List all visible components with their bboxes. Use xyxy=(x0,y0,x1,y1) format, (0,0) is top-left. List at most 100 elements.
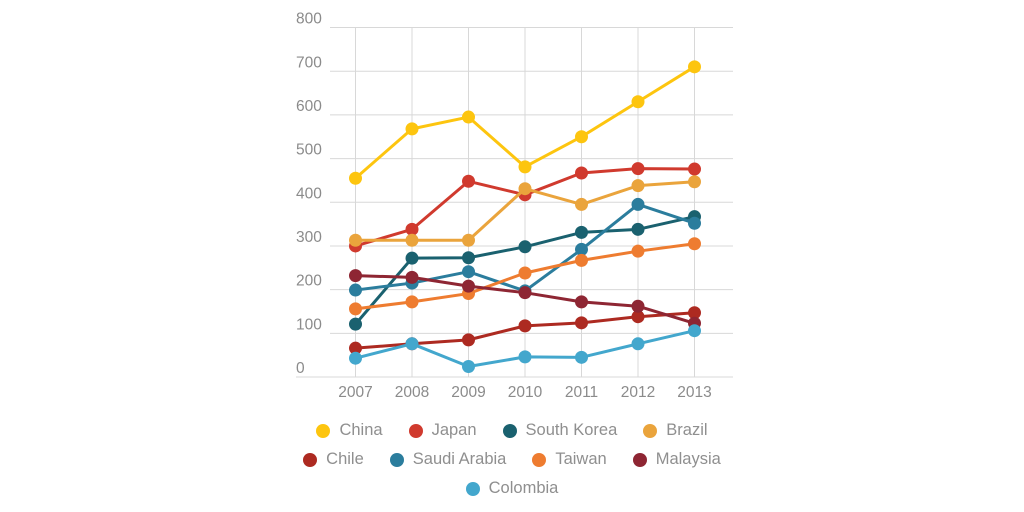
legend-label: Colombia xyxy=(488,479,559,497)
data-point-south-korea-2008[interactable] xyxy=(405,251,419,265)
legend-label: Chile xyxy=(326,450,364,468)
legend-item-south-korea[interactable]: South Korea xyxy=(502,420,618,441)
data-point-brazil-2011[interactable] xyxy=(575,197,588,211)
legend-marker-colombia xyxy=(465,481,480,496)
data-point-south-korea-2012[interactable] xyxy=(631,222,645,236)
data-point-chile-2009[interactable] xyxy=(462,333,475,347)
legend-label: Saudi Arabia xyxy=(412,450,507,468)
legend-row: China Japan South Korea Brazil xyxy=(316,420,708,441)
legend-label: Taiwan xyxy=(555,450,607,468)
data-point-china-2007[interactable] xyxy=(349,171,362,185)
data-point-saudi-arabia-2012[interactable] xyxy=(631,197,645,211)
legend-marker-brazil xyxy=(643,423,658,438)
data-point-brazil-2012[interactable] xyxy=(631,179,645,193)
data-point-saudi-arabia-2007[interactable] xyxy=(349,283,362,297)
data-point-japan-2012[interactable] xyxy=(631,162,645,176)
legend-marker-japan xyxy=(408,423,423,438)
y-axis-tick-label: 100 xyxy=(296,316,322,333)
data-point-south-korea-2011[interactable] xyxy=(575,225,588,239)
data-point-japan-2008[interactable] xyxy=(405,222,419,236)
data-point-brazil-2008[interactable] xyxy=(405,233,419,247)
y-axis-tick-label: 0 xyxy=(296,360,305,377)
data-point-brazil-2007[interactable] xyxy=(349,233,362,247)
x-axis-tick-label: 2010 xyxy=(508,384,543,401)
data-point-taiwan-2011[interactable] xyxy=(575,253,588,267)
series-china xyxy=(349,60,701,185)
data-point-saudi-arabia-2013[interactable] xyxy=(688,216,701,230)
legend-label: Japan xyxy=(431,421,477,439)
data-point-colombia-2012[interactable] xyxy=(631,337,645,351)
data-point-china-2008[interactable] xyxy=(405,122,419,136)
legend-marker-taiwan xyxy=(532,452,547,467)
data-point-malaysia-2010[interactable] xyxy=(518,286,532,300)
data-point-japan-2013[interactable] xyxy=(688,162,701,176)
x-axis-tick-label: 2008 xyxy=(395,384,429,401)
series-brazil xyxy=(349,175,701,247)
legend-marker-chile xyxy=(303,452,318,467)
data-point-chile-2013[interactable] xyxy=(688,306,701,320)
x-axis-tick-label: 2013 xyxy=(677,384,711,401)
data-point-chile-2012[interactable] xyxy=(631,310,645,324)
data-point-china-2012[interactable] xyxy=(631,95,645,109)
data-point-china-2010[interactable] xyxy=(518,160,532,174)
legend-item-japan[interactable]: Japan xyxy=(408,420,477,441)
legend-item-malaysia[interactable]: Malaysia xyxy=(632,449,721,470)
legend-row: Chile Saudi Arabia Taiwan Malaysia xyxy=(303,449,721,470)
legend-row: Colombia xyxy=(465,478,559,499)
legend-label: Brazil xyxy=(666,421,708,439)
y-axis-tick-label: 800 xyxy=(296,11,322,28)
data-point-taiwan-2010[interactable] xyxy=(518,266,532,280)
data-point-colombia-2010[interactable] xyxy=(518,350,532,364)
legend-label: Malaysia xyxy=(655,450,721,468)
data-point-japan-2009[interactable] xyxy=(462,174,475,188)
data-point-brazil-2013[interactable] xyxy=(688,175,701,189)
series-colombia xyxy=(349,324,701,374)
data-point-malaysia-2007[interactable] xyxy=(349,269,362,283)
data-point-saudi-arabia-2011[interactable] xyxy=(575,242,588,256)
legend-item-taiwan[interactable]: Taiwan xyxy=(532,449,607,470)
data-point-china-2013[interactable] xyxy=(688,60,701,74)
data-point-taiwan-2007[interactable] xyxy=(349,302,362,316)
x-axis-labels: 2007 2008 2009 2010 2011 2012 2013 xyxy=(338,384,711,401)
data-point-south-korea-2007[interactable] xyxy=(349,317,362,331)
data-point-malaysia-2012[interactable] xyxy=(631,299,645,313)
data-point-chile-2007[interactable] xyxy=(349,341,362,355)
data-point-taiwan-2012[interactable] xyxy=(631,244,645,258)
data-point-south-korea-2010[interactable] xyxy=(518,240,532,254)
y-axis-labels: 0 100 200 300 400 500 600 700 800 xyxy=(296,11,322,378)
data-point-chile-2010[interactable] xyxy=(518,319,532,333)
chart-legend: China Japan South Korea Brazil Chile Saudi Ar… xyxy=(0,420,1024,499)
data-point-taiwan-2013[interactable] xyxy=(688,237,701,251)
legend-label: South Korea xyxy=(525,421,618,439)
data-point-colombia-2007[interactable] xyxy=(349,351,362,365)
data-point-colombia-2013[interactable] xyxy=(688,324,701,338)
y-axis-tick-label: 700 xyxy=(296,54,322,71)
data-point-south-korea-2009[interactable] xyxy=(462,251,475,265)
legend-item-china[interactable]: China xyxy=(316,420,383,441)
legend-marker-china xyxy=(316,423,331,438)
y-axis-tick-label: 200 xyxy=(296,273,322,290)
data-point-brazil-2010[interactable] xyxy=(518,182,532,196)
data-point-colombia-2009[interactable] xyxy=(462,360,475,374)
data-point-japan-2011[interactable] xyxy=(575,166,588,180)
data-point-colombia-2011[interactable] xyxy=(575,350,588,364)
legend-item-chile[interactable]: Chile xyxy=(303,449,364,470)
data-point-china-2009[interactable] xyxy=(462,110,475,124)
data-point-taiwan-2008[interactable] xyxy=(405,295,419,309)
data-point-malaysia-2009[interactable] xyxy=(462,279,475,293)
legend-marker-malaysia xyxy=(632,452,647,467)
legend-item-saudi-arabia[interactable]: Saudi Arabia xyxy=(389,449,507,470)
legend-item-colombia[interactable]: Colombia xyxy=(465,478,559,499)
data-point-saudi-arabia-2009[interactable] xyxy=(462,265,475,279)
x-axis-tick-label: 2009 xyxy=(451,384,485,401)
legend-item-brazil[interactable]: Brazil xyxy=(643,420,708,441)
data-point-malaysia-2008[interactable] xyxy=(405,270,419,284)
x-axis-tick-label: 2007 xyxy=(338,384,372,401)
data-point-brazil-2009[interactable] xyxy=(462,233,475,247)
data-point-colombia-2008[interactable] xyxy=(405,337,419,351)
data-point-malaysia-2011[interactable] xyxy=(575,295,588,309)
data-point-chile-2011[interactable] xyxy=(575,316,588,330)
data-point-china-2011[interactable] xyxy=(575,130,588,144)
legend-label: China xyxy=(339,421,383,439)
